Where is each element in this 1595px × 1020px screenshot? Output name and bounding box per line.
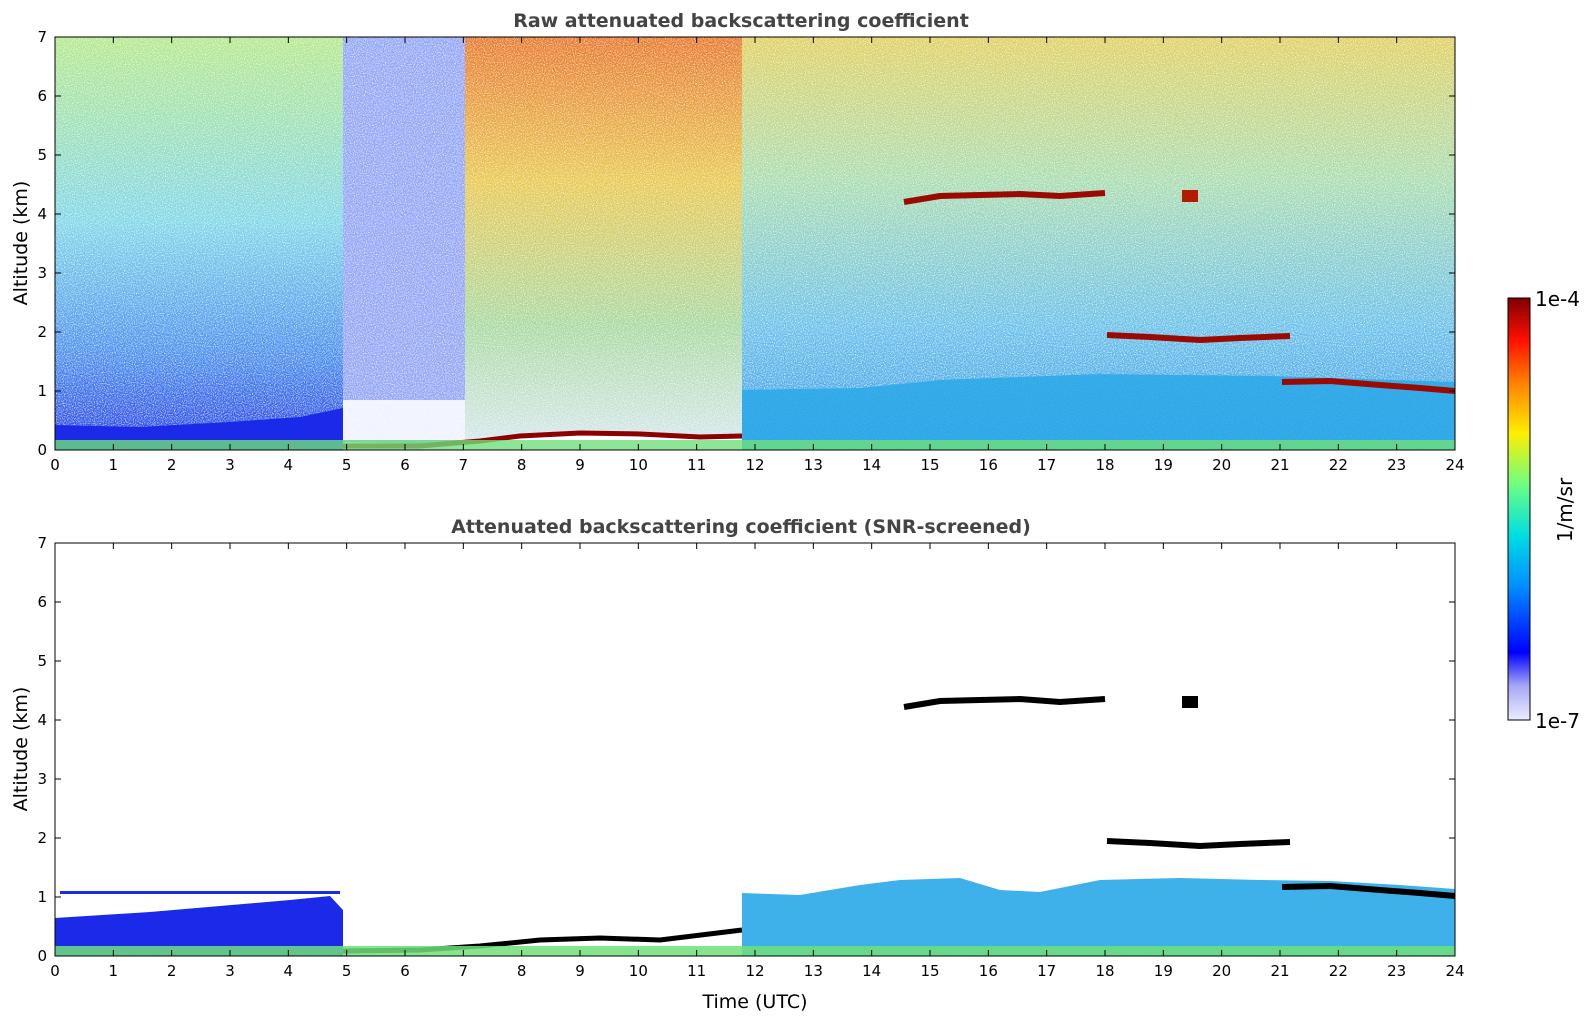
- panel-raw-ylabel: Altitude (km): [10, 181, 32, 306]
- y-tick-label: 5: [37, 652, 47, 670]
- y-tick-label: 2: [37, 323, 47, 341]
- x-tick-label: 14: [862, 456, 881, 474]
- x-tick-label: 2: [167, 962, 177, 980]
- raw-cloud-patch: [1182, 190, 1198, 202]
- panel-screened-xlabel: Time (UTC): [701, 991, 807, 1013]
- y-tick-label: 6: [37, 593, 47, 611]
- x-tick-label: 21: [1270, 456, 1289, 474]
- screened-cloud-patch: [1182, 696, 1198, 708]
- x-tick-label: 8: [517, 456, 527, 474]
- panel-raw-x-axis: 0 1 2 3 4 5 6 7 8 9 10 11 12 13 14 15 16 17 18 19 20 21 22 23 24: [50, 37, 1465, 474]
- panel-screened-ylabel: Altitude (km): [10, 687, 32, 812]
- x-tick-label: 3: [225, 962, 235, 980]
- y-tick-label: 5: [37, 146, 47, 164]
- x-tick-label: 14: [862, 962, 881, 980]
- x-tick-label: 6: [400, 962, 410, 980]
- x-tick-label: 8: [517, 962, 527, 980]
- y-tick-label: 4: [37, 205, 47, 223]
- panel-screened: Attenuated backscattering coefficient (S…: [10, 516, 1465, 1013]
- x-tick-label: 9: [575, 456, 585, 474]
- x-tick-label: 19: [1154, 456, 1173, 474]
- x-tick-label: 0: [50, 962, 60, 980]
- screened-cloud-2km: [1106, 838, 1291, 850]
- x-tick-label: 16: [979, 456, 998, 474]
- x-tick-label: 15: [920, 962, 939, 980]
- x-tick-label: 2: [167, 456, 177, 474]
- x-tick-label: 9: [575, 962, 585, 980]
- raw-cloud-4km: [903, 190, 1106, 205]
- panel-raw-plot-area: [55, 37, 1456, 450]
- x-tick-label: 13: [804, 456, 823, 474]
- x-tick-label: 10: [629, 962, 648, 980]
- x-tick-label: 24: [1445, 456, 1464, 474]
- screened-aerosol-streak: [60, 891, 340, 894]
- panel-screened-y-axis: 0 1 2 3 4 5 6 7: [37, 534, 1455, 965]
- y-tick-label: 4: [37, 711, 47, 729]
- colorbar-gradient: [1507, 297, 1531, 721]
- x-tick-label: 13: [804, 962, 823, 980]
- raw-gap-region: [343, 400, 465, 440]
- x-tick-label: 18: [1095, 456, 1114, 474]
- panel-screened-x-axis: 0 1 2 3 4 5 6 7 8 9 10 11 12 13 14 15 16 17 18 19 20 21 22 23 24: [50, 543, 1465, 980]
- x-tick-label: 21: [1270, 962, 1289, 980]
- panel-raw-title: Raw attenuated backscattering coefficien…: [513, 10, 969, 32]
- panel-raw-y-axis: 0 1 2 3 4 5 6 7: [37, 28, 1455, 459]
- screened-cloud-4km: [903, 695, 1106, 710]
- colorbar-min-label: 1e-7: [1535, 709, 1580, 733]
- x-tick-label: 1: [109, 962, 119, 980]
- raw-boundary-layer-night: [55, 408, 343, 450]
- screened-boundary-layer-night: [55, 896, 343, 956]
- y-tick-label: 0: [37, 441, 47, 459]
- panel-screened-plot-area: [55, 543, 1456, 956]
- y-tick-label: 6: [37, 87, 47, 105]
- x-tick-label: 11: [687, 456, 706, 474]
- colorbar-max-label: 1e-4: [1535, 287, 1580, 311]
- raw-cloud-2km: [1106, 332, 1291, 344]
- x-tick-label: 10: [629, 456, 648, 474]
- x-tick-label: 17: [1037, 962, 1056, 980]
- x-tick-label: 5: [342, 962, 352, 980]
- x-tick-label: 20: [1212, 456, 1231, 474]
- x-tick-label: 5: [342, 456, 352, 474]
- y-tick-label: 3: [37, 770, 47, 788]
- y-tick-label: 2: [37, 829, 47, 847]
- x-tick-label: 7: [459, 962, 469, 980]
- y-tick-label: 1: [37, 888, 47, 906]
- panel-raw: Raw attenuated backscattering coefficien…: [10, 10, 1465, 474]
- x-tick-label: 23: [1387, 456, 1406, 474]
- raw-cloud-1km: [1281, 377, 1456, 394]
- x-tick-label: 20: [1212, 962, 1231, 980]
- x-tick-label: 17: [1037, 456, 1056, 474]
- raw-boundary-layer-day: [742, 374, 1455, 450]
- x-tick-label: 22: [1329, 456, 1348, 474]
- y-tick-label: 3: [37, 264, 47, 282]
- y-tick-label: 1: [37, 382, 47, 400]
- x-tick-label: 15: [920, 456, 939, 474]
- panel-screened-title: Attenuated backscattering coefficient (S…: [451, 516, 1031, 538]
- x-tick-label: 19: [1154, 962, 1173, 980]
- x-tick-label: 22: [1329, 962, 1348, 980]
- x-tick-label: 0: [50, 456, 60, 474]
- y-tick-label: 7: [37, 534, 47, 552]
- x-tick-label: 7: [459, 456, 469, 474]
- x-tick-label: 4: [284, 456, 294, 474]
- x-tick-label: 11: [687, 962, 706, 980]
- colorbar: 1e-4 1e-7 1/m/sr: [1507, 287, 1580, 733]
- y-tick-label: 7: [37, 28, 47, 46]
- x-tick-label: 16: [979, 962, 998, 980]
- x-tick-label: 6: [400, 456, 410, 474]
- colorbar-unit-label: 1/m/sr: [1553, 477, 1577, 542]
- screened-boundary-layer-day: [742, 878, 1455, 956]
- x-tick-label: 3: [225, 456, 235, 474]
- y-tick-label: 0: [37, 947, 47, 965]
- x-tick-label: 24: [1445, 962, 1464, 980]
- x-tick-label: 1: [109, 456, 119, 474]
- x-tick-label: 4: [284, 962, 294, 980]
- x-tick-label: 18: [1095, 962, 1114, 980]
- x-tick-label: 23: [1387, 962, 1406, 980]
- screened-cloud-1km: [1281, 882, 1456, 899]
- x-tick-label: 12: [745, 962, 764, 980]
- x-tick-label: 12: [745, 456, 764, 474]
